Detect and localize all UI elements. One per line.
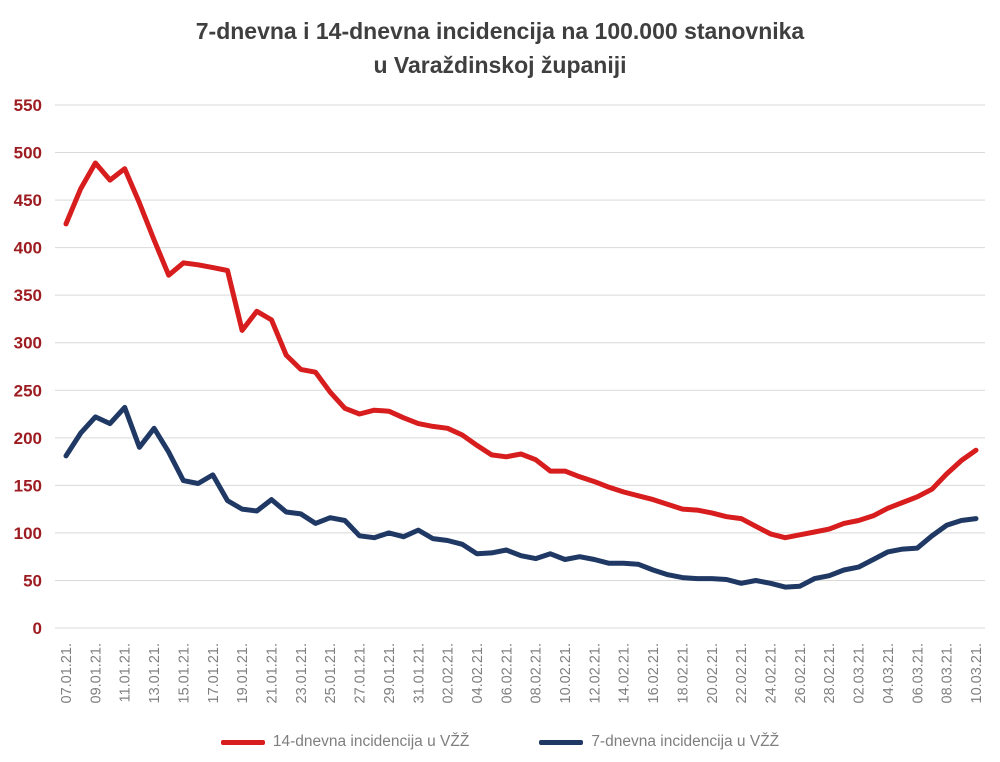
- chart-legend: 14-dnevna incidencija u VŽŽ 7-dnevna inc…: [0, 733, 1000, 751]
- y-axis-label-550: 550: [14, 96, 42, 115]
- legend-item-7d: 7-dnevna incidencija u VŽŽ: [539, 733, 779, 751]
- chart-title-line1: 7-dnevna i 14-dnevna incidencija na 100.…: [195, 18, 805, 44]
- x-axis-label-24-02-21-: 24.02.21.: [764, 643, 780, 703]
- y-axis-label-250: 250: [14, 381, 42, 400]
- x-axis-label-31-01-21-: 31.01.21.: [411, 643, 427, 703]
- y-axis-label-450: 450: [14, 191, 42, 210]
- x-axis-label-09-01-21-: 09.01.21.: [88, 643, 104, 703]
- x-axis-label-13-01-21-: 13.01.21.: [147, 643, 163, 703]
- x-axis-label-11-01-21-: 11.01.21.: [118, 643, 134, 702]
- x-axis-label-07-01-21-: 07.01.21.: [59, 643, 75, 703]
- x-axis-label-29-01-21-: 29.01.21.: [382, 643, 398, 703]
- y-axis-label-500: 500: [14, 144, 42, 163]
- x-axis-label-14-02-21-: 14.02.21.: [617, 643, 633, 703]
- x-axis-label-21-01-21-: 21.01.21.: [264, 643, 280, 703]
- x-axis-label-06-03-21-: 06.03.21.: [910, 643, 926, 703]
- x-axis-label-20-02-21-: 20.02.21.: [705, 643, 721, 703]
- y-axis-label-150: 150: [14, 476, 42, 495]
- x-axis-label-17-01-21-: 17.01.21.: [206, 643, 222, 703]
- legend-swatch-14d-line: [220, 739, 265, 745]
- y-axis-label-300: 300: [14, 334, 42, 353]
- x-axis-label-16-02-21-: 16.02.21.: [646, 643, 662, 703]
- y-axis-label-200: 200: [14, 429, 42, 448]
- series-line-14d-incidence: [63, 160, 979, 541]
- x-axis-label-08-02-21-: 08.02.21.: [529, 643, 545, 703]
- y-axis-label-400: 400: [14, 239, 42, 258]
- x-axis-label-27-01-21-: 27.01.21.: [353, 643, 369, 703]
- x-axis-label-08-03-21-: 08.03.21.: [940, 643, 956, 703]
- x-axis-label-10-03-21-: 10.03.21.: [969, 643, 985, 703]
- x-axis-label-06-02-21-: 06.02.21.: [499, 643, 515, 703]
- x-axis-label-25-01-21-: 25.01.21.: [323, 643, 339, 703]
- y-axis-label-50: 50: [23, 571, 42, 590]
- chart-title: 7-dnevna i 14-dnevna incidencija na 100.…: [0, 14, 1000, 82]
- incidence-line-chart: 0 50 100 150 200 250 300 350 400 450 500 550 07.01.2…: [14, 96, 985, 703]
- x-axis-label-10-02-21-: 10.02.21.: [558, 643, 574, 703]
- x-axis-label-02-02-21-: 02.02.21.: [441, 643, 457, 703]
- x-axis-label-04-03-21-: 04.03.21.: [881, 643, 897, 703]
- legend-label-14d: 14-dnevna incidencija u VŽŽ: [272, 733, 470, 750]
- x-axis-label-02-03-21-: 02.03.21.: [852, 643, 868, 703]
- legend-label-7d: 7-dnevna incidencija u VŽŽ: [591, 733, 780, 750]
- x-axis-label-19-01-21-: 19.01.21.: [235, 643, 251, 703]
- y-axis-label-350: 350: [14, 286, 42, 305]
- x-axis-label-18-02-21-: 18.02.21.: [675, 643, 691, 703]
- x-axis-label-04-02-21-: 04.02.21.: [470, 643, 486, 703]
- x-axis-label-12-02-21-: 12.02.21.: [587, 643, 603, 703]
- x-axis-label-26-02-21-: 26.02.21.: [793, 643, 809, 703]
- chart-title-line2: u Varaždinskoj županiji: [373, 52, 627, 78]
- y-axis-label-0: 0: [33, 619, 42, 638]
- series-line-7d-incidence: [63, 404, 979, 590]
- x-axis-label-28-02-21-: 28.02.21.: [822, 643, 838, 703]
- x-axis-label-23-01-21-: 23.01.21.: [294, 643, 310, 703]
- legend-swatch-7d-line: [539, 739, 584, 745]
- y-axis-label-100: 100: [14, 524, 42, 543]
- x-axis-label-22-02-21-: 22.02.21.: [734, 643, 750, 703]
- legend-item-14d: 14-dnevna incidencija u VŽŽ: [220, 733, 470, 751]
- x-axis-label-15-01-21-: 15.01.21.: [176, 643, 192, 703]
